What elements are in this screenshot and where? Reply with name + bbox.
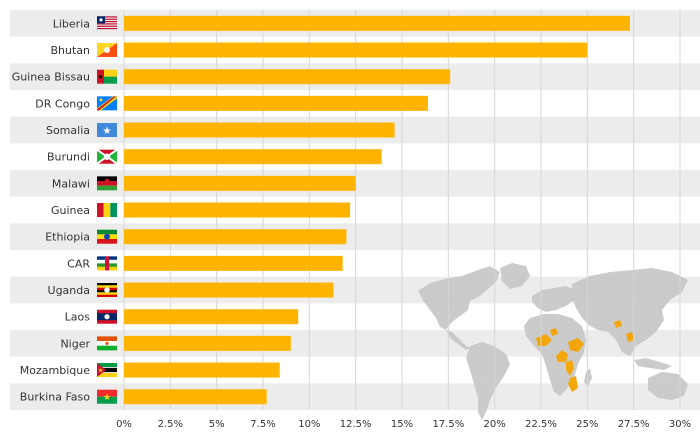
category-label: Laos: [65, 311, 91, 324]
guinea-flag-icon: [97, 203, 117, 218]
category-label: Guinea: [51, 204, 90, 217]
x-tick-label: 27.5%: [618, 419, 650, 430]
category-label: Somalia: [46, 124, 90, 137]
category-labels: Liberia Bhutan Guinea Bissau DR Congo Somali…: [12, 17, 91, 403]
malawi-flag-icon: [97, 176, 117, 191]
category-label: Burkina Faso: [20, 391, 90, 404]
category-label: Malawi: [52, 177, 90, 190]
category-label: Ethiopia: [45, 231, 90, 244]
x-tick-label: 25%: [576, 419, 598, 430]
x-tick-label: 20%: [484, 419, 506, 430]
category-label: Mozambique: [20, 364, 90, 377]
laos-flag-icon: [97, 309, 117, 324]
bar: [124, 255, 343, 271]
somalia-flag-icon: [97, 123, 117, 138]
world-map-icon: [418, 263, 688, 420]
category-label: Liberia: [53, 17, 90, 30]
category-label: Burundi: [47, 151, 90, 164]
liberia-flag-icon: [97, 16, 117, 30]
bhutan-flag-icon: [97, 43, 117, 58]
category-label: CAR: [67, 257, 90, 270]
x-tick-label: 17.5%: [432, 419, 464, 430]
bar: [124, 389, 267, 405]
bar: [124, 149, 382, 165]
car-flag-icon: [97, 256, 117, 271]
bar: [124, 95, 428, 111]
bar: [124, 309, 299, 325]
x-tick-label: 7.5%: [250, 419, 275, 430]
bar: [124, 229, 347, 245]
x-tick-label: 22.5%: [525, 419, 557, 430]
x-tick-label: 10%: [298, 419, 320, 430]
dr-congo-flag-icon: [97, 96, 117, 111]
bar: [124, 69, 451, 85]
x-tick-label: 0%: [116, 419, 132, 430]
bar: [124, 282, 334, 298]
x-tick-label: 5%: [209, 419, 225, 430]
x-tick-label: 12.5%: [340, 419, 372, 430]
niger-flag-icon: [97, 336, 117, 351]
x-tick-label: 30%: [669, 419, 691, 430]
uganda-flag-icon: [97, 283, 117, 298]
category-label: Niger: [60, 337, 90, 350]
ethiopia-flag-icon: [97, 229, 117, 244]
bar: [124, 15, 630, 31]
flags: [96, 16, 118, 404]
bar: [124, 42, 588, 58]
category-label: DR Congo: [35, 97, 90, 110]
burundi-flag-icon: [96, 148, 118, 165]
burkina-faso-flag-icon: [97, 389, 117, 404]
bar: [124, 335, 291, 351]
bar: [124, 122, 395, 138]
x-axis-ticks: 0% 2.5% 5% 7.5% 10% 12.5% 15% 17.5% 20% 22.5% 25% 2…: [116, 419, 691, 430]
bar: [124, 362, 280, 378]
bar: [124, 175, 356, 191]
category-label: Bhutan: [50, 44, 90, 57]
category-label: Guinea Bissau: [12, 71, 90, 84]
x-tick-label: 15%: [391, 419, 413, 430]
bars: [124, 15, 630, 405]
bar: [124, 202, 351, 218]
category-label: Uganda: [48, 284, 90, 297]
mozambique-flag-icon: [97, 363, 117, 378]
guinea-bissau-flag-icon: [97, 69, 117, 84]
x-tick-label: 2.5%: [158, 419, 183, 430]
